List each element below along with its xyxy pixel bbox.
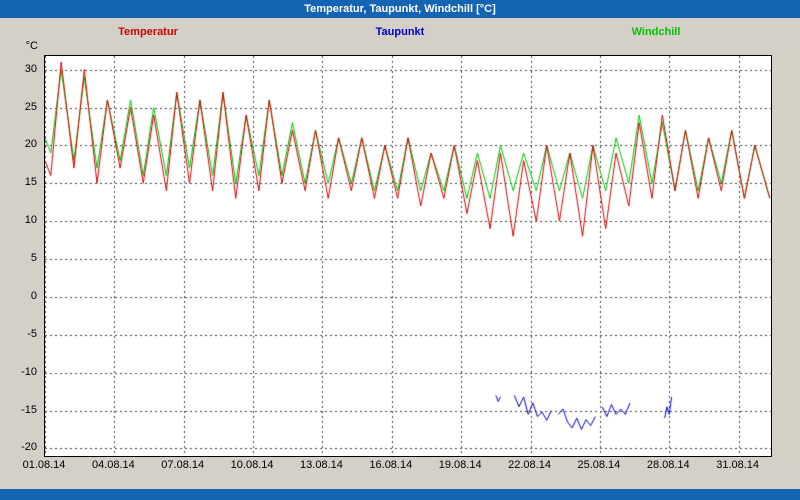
x-axis-labels: 01.08.14 04.08.14 07.08.14 10.08.14 13.08.14… — [0, 459, 800, 475]
x-tick-label: 22.08.14 — [508, 459, 551, 471]
y-tick-label: -15 — [21, 403, 37, 416]
legend-taupunkt: Taupunkt — [375, 26, 425, 38]
x-tick-label: 31.08.14 — [716, 459, 760, 471]
x-tick-label: 01.08.14 — [22, 459, 66, 471]
y-tick-label: 0 — [30, 289, 37, 302]
x-tick-label: 04.08.14 — [91, 459, 135, 471]
y-axis-unit-label: °C — [25, 40, 38, 52]
y-tick-label: -20 — [21, 441, 37, 454]
window-title: Temperatur, Taupunkt, Windchill [°C] — [304, 3, 496, 15]
y-tick-label: -5 — [27, 327, 37, 340]
y-tick-label: 20 — [24, 138, 37, 151]
y-tick-label: -10 — [21, 365, 37, 378]
chart-canvas — [45, 56, 771, 456]
x-tick-label: 28.08.14 — [646, 459, 690, 471]
legend-windchill: Windchill — [631, 26, 681, 38]
title-bar: Temperatur, Taupunkt, Windchill [°C] — [0, 0, 800, 18]
x-tick-label: 07.08.14 — [161, 459, 205, 471]
x-tick-label: 10.08.14 — [230, 459, 274, 471]
legend-temperatur: Temperatur — [118, 26, 178, 38]
y-tick-label: 15 — [24, 176, 37, 189]
y-tick-label: 30 — [24, 62, 37, 75]
y-tick-label: 25 — [24, 100, 37, 113]
x-tick-label: 19.08.14 — [438, 459, 482, 471]
x-tick-label: 13.08.14 — [300, 459, 343, 471]
plot-area — [44, 55, 772, 457]
y-tick-label: 5 — [30, 252, 37, 265]
y-axis-labels: 30 25 20 15 10 5 0 -5 -10 -15 -20 — [0, 0, 40, 500]
x-tick-label: 16.08.14 — [369, 459, 413, 471]
y-tick-label: 10 — [24, 214, 37, 227]
bottom-bar — [0, 489, 800, 500]
x-tick-label: 25.08.14 — [577, 459, 621, 471]
